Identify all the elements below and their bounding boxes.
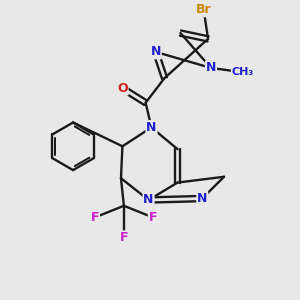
Text: F: F bbox=[149, 211, 157, 224]
Text: O: O bbox=[117, 82, 128, 95]
Text: F: F bbox=[120, 231, 128, 244]
Text: N: N bbox=[197, 192, 207, 205]
Text: N: N bbox=[151, 46, 161, 59]
Text: CH₃: CH₃ bbox=[232, 67, 254, 77]
Text: N: N bbox=[146, 121, 157, 134]
Text: N: N bbox=[143, 194, 154, 206]
Text: N: N bbox=[206, 61, 216, 74]
Text: Br: Br bbox=[196, 3, 212, 16]
Text: F: F bbox=[91, 211, 99, 224]
